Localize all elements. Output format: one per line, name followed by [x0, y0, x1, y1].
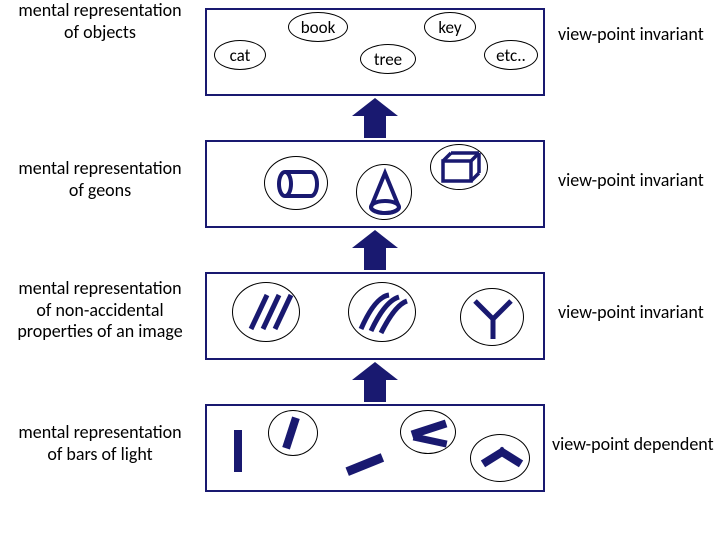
word-key: key — [424, 12, 476, 42]
nap-curves — [348, 282, 416, 342]
right-label-0: view-point invariant — [558, 24, 704, 46]
geon-cone — [356, 164, 412, 220]
word-tree: tree — [360, 44, 416, 74]
bar-diagonal — [342, 450, 388, 485]
nap-parallel-lines — [232, 282, 300, 342]
word-cat: cat — [214, 40, 266, 70]
label-text: of geons — [69, 179, 131, 201]
label-text: mental representation — [18, 157, 181, 179]
label-text: mental representation — [18, 421, 181, 443]
arrow-up-icon — [352, 362, 398, 400]
left-label-nap: mental representation of non-accidental … — [0, 278, 200, 343]
right-label-3: view-point dependent — [552, 434, 714, 456]
right-label-2: view-point invariant — [558, 302, 704, 324]
word-etc: etc.. — [484, 40, 538, 70]
left-label-objects: mental representation of objects — [0, 0, 200, 43]
label-text: mental representation — [18, 0, 181, 21]
right-label-1: view-point invariant — [558, 170, 704, 192]
bar-oval-3 — [470, 434, 530, 482]
label-text: of bars of light — [47, 443, 152, 465]
bar-vertical — [228, 426, 248, 481]
nap-y-vertex — [460, 288, 524, 346]
geon-block — [430, 144, 488, 190]
label-text: properties of an image — [17, 320, 182, 342]
left-label-bars: mental representation of bars of light — [0, 422, 200, 465]
bar-oval-2 — [400, 410, 456, 454]
label-text: mental representation — [18, 277, 181, 299]
geon-cylinder — [264, 156, 328, 210]
label-text: of non-accidental — [36, 299, 163, 321]
label-text: of objects — [64, 21, 136, 43]
bar-oval-1 — [268, 410, 318, 456]
arrow-up-icon — [352, 230, 398, 268]
arrow-up-icon — [352, 98, 398, 136]
left-label-geons: mental representation of geons — [0, 158, 200, 201]
word-book: book — [288, 12, 348, 42]
